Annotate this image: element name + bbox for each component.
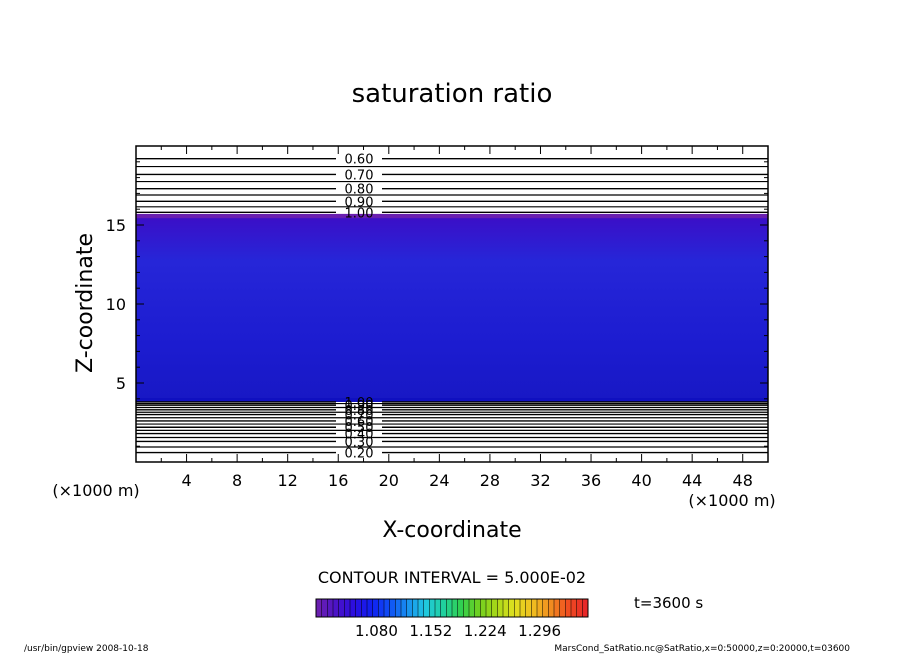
colorbar-cell [446, 599, 453, 617]
lower-contour-label: 0.70 [345, 409, 374, 424]
colorbar-cell [350, 599, 357, 617]
x-tick-label: 28 [480, 471, 500, 490]
z-unit-label: (×1000 m) [52, 481, 139, 500]
filled-region-bottom-edge [136, 397, 768, 402]
x-tick-label: 44 [682, 471, 702, 490]
upper-contour-label: 0.90 [345, 195, 374, 210]
colorbar-cell [406, 599, 413, 617]
colorbar-cell [372, 599, 379, 617]
colorbar-cell [389, 599, 396, 617]
upper-contour-label: 0.70 [345, 168, 374, 183]
lower-contour-label: 0.50 [345, 421, 374, 436]
colorbar-tick-label: 1.224 [464, 622, 507, 640]
colorbar-cell [435, 599, 442, 617]
x-tick-label: 16 [328, 471, 348, 490]
colorbar-cell [542, 599, 549, 617]
plot-area: 0.600.700.800.901.000.200.300.400.500.60… [106, 145, 769, 490]
filled-region [136, 213, 768, 402]
colorbar-cell [559, 599, 566, 617]
colorbar-cell [321, 599, 328, 617]
colorbar-cell [520, 599, 527, 617]
colorbar-cell [486, 599, 493, 617]
lower-contour-label: 0.90 [345, 399, 374, 414]
colorbar-cell [327, 599, 334, 617]
colorbar-cell [355, 599, 362, 617]
footer-left: /usr/bin/gpview 2008-10-18 [24, 644, 149, 654]
colorbar-cell [401, 599, 408, 617]
colorbar-cell [497, 599, 504, 617]
colorbar-cell [440, 599, 447, 617]
colorbar-cell [338, 599, 345, 617]
colorbar-cell [418, 599, 425, 617]
x-tick-label: 12 [278, 471, 298, 490]
colorbar-cell [474, 599, 481, 617]
x-tick-label: 40 [631, 471, 651, 490]
x-unit-label: (×1000 m) [688, 491, 775, 510]
colorbar-cell [525, 599, 532, 617]
upper-contour-label: 1.00 [345, 206, 374, 221]
colorbar-cell [480, 599, 487, 617]
contour-interval-label: CONTOUR INTERVAL = 5.000E-02 [318, 568, 586, 587]
colorbar-cell [571, 599, 578, 617]
time-label: t=3600 s [634, 594, 703, 612]
x-axis-label: X-coordinate [382, 518, 521, 543]
y-tick-label: 15 [106, 216, 126, 235]
lower-contour-label: 1.00 [345, 396, 374, 411]
colorbar-cell [384, 599, 391, 617]
y-tick-label: 5 [116, 374, 126, 393]
lower-contour-label: 0.40 [345, 428, 374, 443]
colorbar-cell [491, 599, 498, 617]
upper-contour-label: 0.80 [345, 183, 374, 198]
colorbar-cell [554, 599, 561, 617]
colorbar-cell [316, 599, 323, 617]
colorbar-cell [429, 599, 436, 617]
colorbar-cell [582, 599, 589, 617]
colorbar-cell [361, 599, 368, 617]
colorbar-cell [463, 599, 470, 617]
x-tick-label: 4 [181, 471, 191, 490]
footer-right: MarsCond_SatRatio.nc@SatRatio,x=0:50000,… [554, 644, 850, 654]
colorbar-cell [531, 599, 538, 617]
chart-title: saturation ratio [352, 79, 553, 109]
colorbar-tick-label: 1.152 [409, 622, 452, 640]
x-tick-label: 32 [530, 471, 550, 490]
colorbar-cell [469, 599, 476, 617]
colorbar-cell [395, 599, 402, 617]
colorbar-cell [508, 599, 515, 617]
x-tick-label: 36 [581, 471, 601, 490]
colorbar-cell [344, 599, 351, 617]
x-tick-label: 20 [379, 471, 399, 490]
colorbar-cell [457, 599, 464, 617]
colorbar: 1.080 1.152 1.224 1.296 [315, 598, 589, 640]
x-tick-label: 48 [733, 471, 753, 490]
colorbar-cell [537, 599, 544, 617]
colorbar-tick-label: 1.296 [518, 622, 561, 640]
colorbar-cell [565, 599, 572, 617]
x-tick-label: 24 [429, 471, 449, 490]
colorbar-cell [378, 599, 385, 617]
colorbar-cell [367, 599, 374, 617]
filled-region-top-edge [136, 213, 768, 218]
lower-contour-label: 0.60 [345, 415, 374, 430]
colorbar-cell [333, 599, 340, 617]
colorbar-cell [452, 599, 459, 617]
lower-contour-label: 0.80 [345, 404, 374, 419]
lower-contour-label: 0.20 [345, 447, 374, 462]
lower-contour-label: 0.30 [345, 435, 374, 450]
x-tick-label: 8 [232, 471, 242, 490]
y-tick-label: 10 [106, 295, 126, 314]
colorbar-cell [423, 599, 430, 617]
colorbar-cell [548, 599, 555, 617]
colorbar-cell [412, 599, 419, 617]
colorbar-cell [503, 599, 510, 617]
upper-contour-label: 0.60 [345, 153, 374, 168]
colorbar-cell [514, 599, 521, 617]
colorbar-frame [315, 598, 589, 618]
colorbar-cell [576, 599, 583, 617]
y-axis-label: Z-coordinate [73, 233, 98, 373]
colorbar-tick-label: 1.080 [355, 622, 398, 640]
